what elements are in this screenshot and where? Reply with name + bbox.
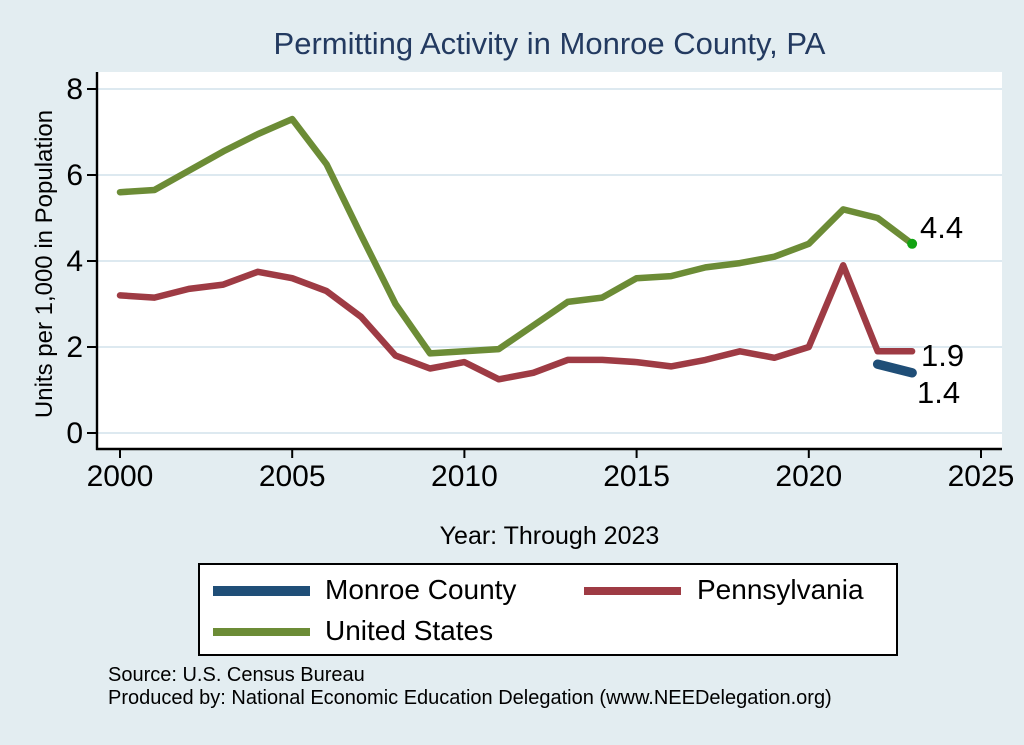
legend-swatch-monroe-county	[213, 586, 310, 596]
legend-swatch-united-states	[213, 628, 310, 636]
end-label-monroe-county: 1.4	[917, 375, 961, 410]
footer-produced-by: Produced by: National Economic Education…	[108, 687, 832, 709]
series-line-united-states	[116, 115, 916, 357]
x-tick-label-2010: 2010	[431, 460, 498, 493]
footer-source: Source: U.S. Census Bureau	[108, 664, 365, 686]
chart-plot-svg: 0 2 4 6 8 2000 2005 2010 2015 2020 2025	[66, 72, 1015, 493]
chart-title: Permitting Activity in Monroe County, PA	[273, 26, 826, 61]
series-line-pennsylvania	[116, 262, 916, 383]
legend-label-monroe-county: Monroe County	[325, 574, 517, 605]
legend-swatch-pennsylvania	[584, 587, 681, 595]
footer: Source: U.S. Census Bureau Produced by: …	[108, 664, 832, 710]
x-tick-label-2025: 2025	[948, 460, 1015, 493]
united-states-end-marker	[907, 238, 918, 249]
y-tick-label-4: 4	[66, 245, 83, 278]
y-axis-title: Units per 1,000 in Population	[31, 109, 58, 419]
series-line-monroe-county	[872, 359, 917, 378]
x-tick-label-2005: 2005	[259, 460, 326, 493]
legend: Monroe County Pennsylvania United States	[198, 563, 898, 656]
x-tick-label-2020: 2020	[775, 460, 842, 493]
y-tick-label-6: 6	[66, 159, 83, 192]
end-label-pennsylvania: 1.9	[921, 338, 965, 373]
y-tick-label-8: 8	[66, 73, 83, 106]
x-tick-label-2000: 2000	[87, 460, 154, 493]
x-axis-title: Year: Through 2023	[439, 522, 660, 550]
x-tick-label-2015: 2015	[603, 460, 670, 493]
y-tick-label-0: 0	[66, 417, 83, 450]
legend-label-united-states: United States	[325, 615, 494, 646]
y-tick-label-2: 2	[66, 331, 83, 364]
legend-label-pennsylvania: Pennsylvania	[697, 574, 864, 605]
end-label-united-states: 4.4	[920, 210, 964, 245]
